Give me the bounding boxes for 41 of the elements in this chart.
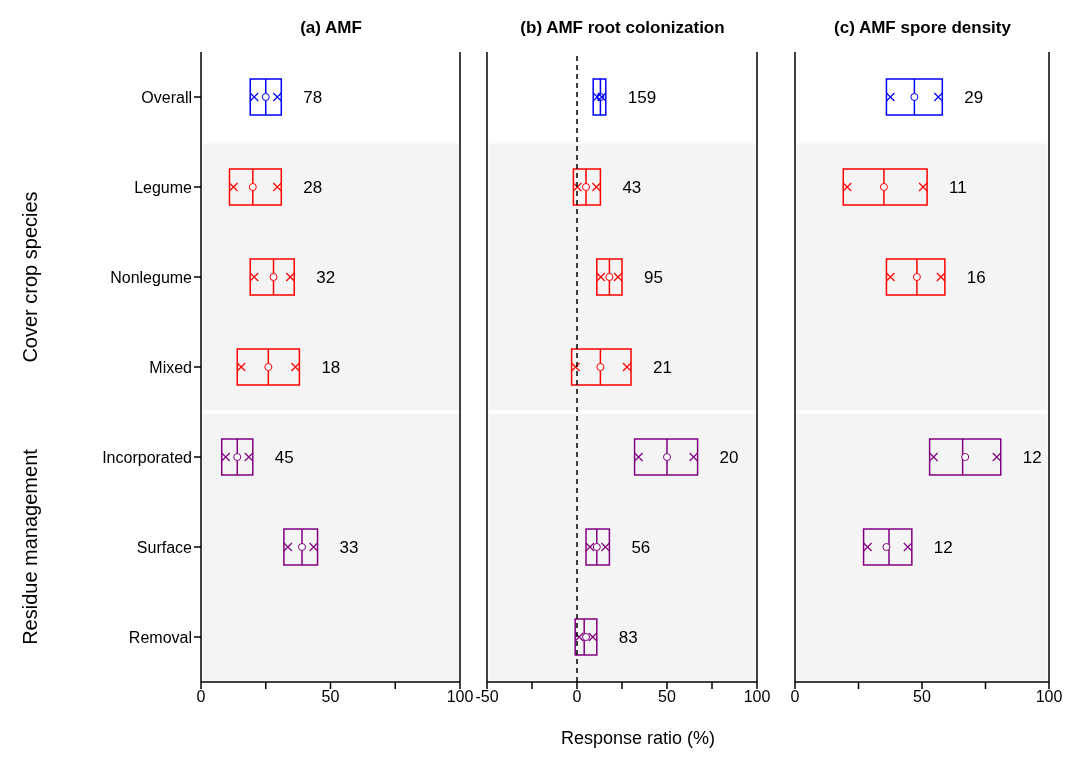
x-axis-title: Response ratio (%) bbox=[559, 728, 717, 749]
text: 28 bbox=[303, 178, 323, 198]
chart-title: (b) AMF root colonization bbox=[519, 17, 726, 39]
x-tick-label: 100 bbox=[446, 688, 474, 706]
y-tick-label: Overall bbox=[141, 88, 192, 106]
text: 29 bbox=[964, 88, 984, 108]
x-tick-label: 0 bbox=[572, 688, 582, 706]
y-tick-label: Nonlegume bbox=[110, 268, 193, 286]
text: 16 bbox=[966, 268, 986, 288]
text: 21 bbox=[653, 358, 672, 378]
text: Residue management bbox=[19, 448, 42, 645]
text: 45 bbox=[274, 448, 294, 468]
y-tick-label: Surface bbox=[136, 538, 193, 556]
chart-title: (a) AMF bbox=[299, 17, 363, 39]
chart-title: (c) AMF spore density bbox=[833, 17, 1012, 39]
text: 33 bbox=[339, 538, 359, 558]
text: 159 bbox=[627, 88, 657, 108]
text: 83 bbox=[618, 628, 638, 648]
x-tick-label: 50 bbox=[913, 688, 931, 706]
x-tick-label: 50 bbox=[321, 688, 340, 706]
y-tick-label: Incorporated bbox=[102, 448, 192, 466]
text: 20 bbox=[719, 448, 739, 468]
x-tick-label: 50 bbox=[658, 688, 676, 706]
x-tick-label: -50 bbox=[475, 688, 499, 706]
x-tick-label: 100 bbox=[743, 688, 771, 706]
text: 12 bbox=[933, 538, 953, 558]
text: 56 bbox=[631, 538, 651, 558]
text: 32 bbox=[316, 268, 336, 288]
text: 95 bbox=[644, 268, 663, 288]
text: 78 bbox=[303, 88, 323, 108]
y-tick-label: Legume bbox=[134, 178, 193, 196]
text: 43 bbox=[622, 178, 642, 198]
text: Cover crop species bbox=[19, 191, 42, 363]
y-tick-label: Mixed bbox=[149, 358, 192, 376]
text: 18 bbox=[321, 358, 341, 378]
x-tick-label: 0 bbox=[790, 688, 800, 706]
x-tick-label: 0 bbox=[196, 688, 206, 706]
text: 12 bbox=[1022, 448, 1042, 468]
y-tick-label: Removal bbox=[128, 628, 192, 646]
x-tick-label: 100 bbox=[1035, 688, 1063, 706]
text: 11 bbox=[949, 178, 967, 198]
